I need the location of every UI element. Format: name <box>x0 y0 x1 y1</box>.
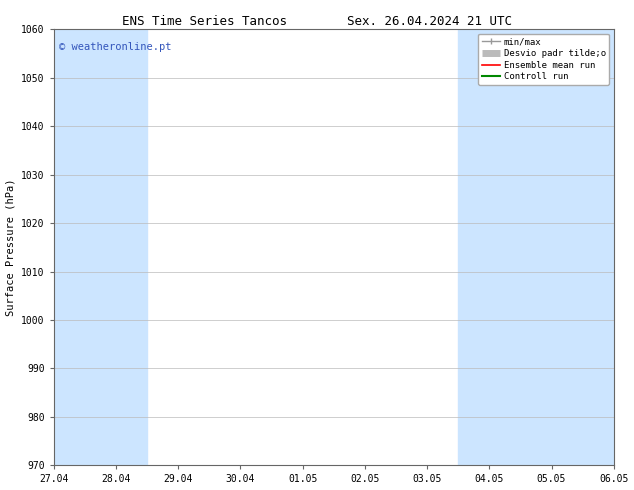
Y-axis label: Surface Pressure (hPa): Surface Pressure (hPa) <box>6 178 16 316</box>
Bar <box>521 29 583 465</box>
Bar <box>458 29 521 465</box>
Text: © weatheronline.pt: © weatheronline.pt <box>59 42 172 52</box>
Bar <box>85 29 147 465</box>
Text: ENS Time Series Tancos        Sex. 26.04.2024 21 UTC: ENS Time Series Tancos Sex. 26.04.2024 2… <box>122 15 512 28</box>
Bar <box>23 29 85 465</box>
Legend: min/max, Desvio padr tilde;o, Ensemble mean run, Controll run: min/max, Desvio padr tilde;o, Ensemble m… <box>478 34 609 85</box>
Bar <box>583 29 634 465</box>
